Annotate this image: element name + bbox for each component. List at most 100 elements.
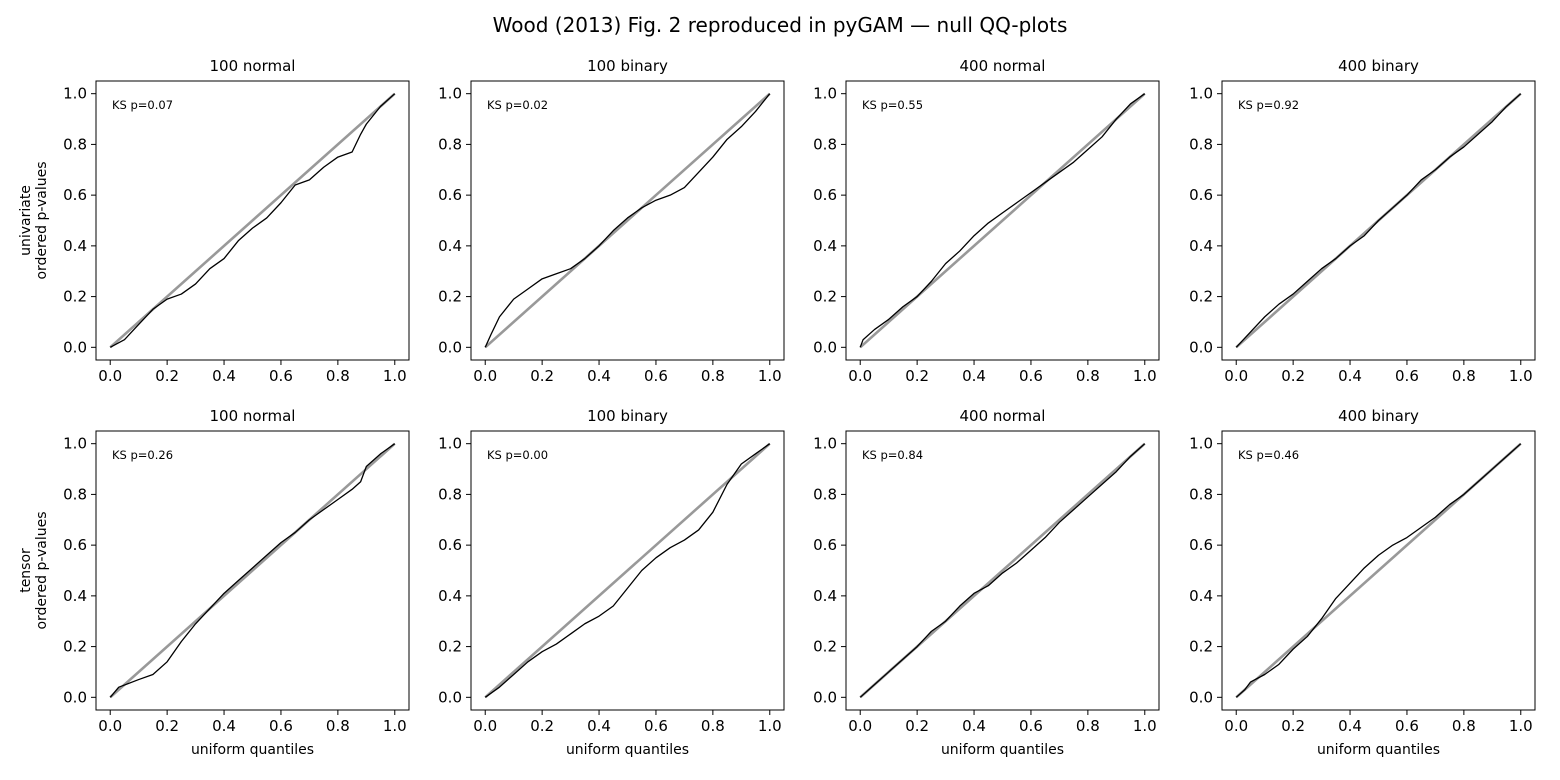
y-tick-label: 1.0 <box>438 85 462 103</box>
x-tick-label: 0.4 <box>962 717 986 735</box>
y-tick-label: 0.4 <box>63 587 87 605</box>
x-tick-label: 0.0 <box>848 367 872 385</box>
panel-title: 100 normal <box>210 57 296 75</box>
x-tick-label: 0.0 <box>98 717 122 735</box>
x-tick-label: 0.2 <box>905 717 929 735</box>
x-tick-label: 0.4 <box>962 367 986 385</box>
y-tick-label: 0.6 <box>63 186 87 204</box>
x-tick-label: 1.0 <box>1509 367 1533 385</box>
reference-line <box>109 442 396 699</box>
y-tick-label: 0.2 <box>63 288 87 306</box>
row-label-0: univariate <box>18 185 34 256</box>
panel-title: 100 binary <box>587 407 668 425</box>
y-tick-label: 0.4 <box>1189 587 1213 605</box>
y-tick-label: 0.0 <box>813 688 837 706</box>
panel-r1-c0: 0.0 0.2 0.4 0.6 0.8 1.0 0.0 0.2 0.4 0.6 0.8 1.0 100 … <box>63 407 410 758</box>
empirical-qq-line <box>109 443 396 698</box>
x-tick-label: 0.4 <box>1338 717 1362 735</box>
y-tick-label: 0.0 <box>63 338 87 356</box>
x-tick-label: 0.6 <box>269 367 293 385</box>
y-tick-label: 0.4 <box>63 237 87 255</box>
x-tick-label: 0.8 <box>1076 717 1100 735</box>
y-tick-label: 0.6 <box>63 536 87 554</box>
x-tick-label: 1.0 <box>758 717 782 735</box>
panel-r0-c2: 0.0 0.2 0.4 0.6 0.8 1.0 0.0 0.2 0.4 0.6 0.8 1.0 400 … <box>813 57 1160 385</box>
x-tick-label: 0.2 <box>155 717 179 735</box>
x-tick-label: 0.0 <box>98 367 122 385</box>
x-tick-label: 0.6 <box>1395 717 1419 735</box>
x-tick-label: 0.4 <box>212 367 236 385</box>
panel-title: 400 binary <box>1338 57 1419 75</box>
y-tick-label: 0.2 <box>813 638 837 656</box>
ks-annotation: KS p=0.92 <box>1238 98 1299 112</box>
y-tick-label: 0.4 <box>438 237 462 255</box>
empirical-qq-line <box>109 93 396 348</box>
x-tick-label: 0.2 <box>530 367 554 385</box>
y-tick-label: 1.0 <box>63 85 87 103</box>
panel-title: 400 normal <box>960 57 1046 75</box>
y-tick-label: 0.8 <box>813 135 837 153</box>
x-axis-label: uniform quantiles <box>191 742 314 758</box>
y-tick-label: 0.4 <box>1189 237 1213 255</box>
x-tick-label: 0.0 <box>473 717 497 735</box>
y-tick-label: 1.0 <box>813 85 837 103</box>
ks-annotation: KS p=0.02 <box>487 98 548 112</box>
y-tick-label: 1.0 <box>813 435 837 453</box>
y-tick-label: 0.0 <box>438 338 462 356</box>
y-tick-label: 0.6 <box>438 536 462 554</box>
axes-frame <box>470 430 785 711</box>
panel-r0-c3: 0.0 0.2 0.4 0.6 0.8 1.0 0.0 0.2 0.4 0.6 0.8 1.0 400 … <box>1189 57 1536 385</box>
y-tick-label: 0.2 <box>438 638 462 656</box>
axes-frame <box>95 430 410 711</box>
x-axis-label: uniform quantiles <box>941 742 1064 758</box>
panel-title: 400 binary <box>1338 407 1419 425</box>
y-tick-label: 0.0 <box>1189 688 1213 706</box>
y-tick-label: 0.2 <box>63 638 87 656</box>
y-tick-label: 0.0 <box>63 688 87 706</box>
x-tick-label: 0.0 <box>1224 717 1248 735</box>
axes-frame <box>1221 80 1536 361</box>
reference-line <box>109 92 396 349</box>
y-tick-label: 0.0 <box>813 338 837 356</box>
ks-annotation: KS p=0.46 <box>1238 448 1299 462</box>
y-tick-label: 0.8 <box>63 485 87 503</box>
y-tick-label: 0.2 <box>1189 638 1213 656</box>
x-tick-label: 0.8 <box>1076 367 1100 385</box>
axes-frame <box>470 80 785 361</box>
row-label-1: tensor <box>18 548 34 593</box>
ks-annotation: KS p=0.55 <box>862 98 923 112</box>
y-tick-label: 1.0 <box>63 435 87 453</box>
x-tick-label: 0.6 <box>644 717 668 735</box>
x-tick-label: 0.2 <box>1281 367 1305 385</box>
y-tick-label: 0.8 <box>438 135 462 153</box>
y-tick-label: 0.6 <box>1189 186 1213 204</box>
panel-r1-c2: 0.0 0.2 0.4 0.6 0.8 1.0 0.0 0.2 0.4 0.6 0.8 1.0 400 … <box>813 407 1160 758</box>
panel-r0-c0: 0.0 0.2 0.4 0.6 0.8 1.0 0.0 0.2 0.4 0.6 0.8 1.0 100 … <box>63 57 410 385</box>
ylabel-row-0: ordered p-values <box>34 161 50 279</box>
axes-frame <box>95 80 410 361</box>
empirical-qq-line <box>1235 443 1522 698</box>
reference-line <box>859 92 1146 349</box>
x-tick-label: 0.8 <box>701 717 725 735</box>
y-tick-label: 0.8 <box>1189 135 1213 153</box>
x-tick-label: 1.0 <box>383 717 407 735</box>
x-tick-label: 0.6 <box>269 717 293 735</box>
axes-frame <box>1221 430 1536 711</box>
x-tick-label: 0.4 <box>1338 367 1362 385</box>
x-tick-label: 0.6 <box>644 367 668 385</box>
y-tick-label: 0.2 <box>438 288 462 306</box>
y-tick-label: 0.8 <box>63 135 87 153</box>
x-tick-label: 0.4 <box>212 717 236 735</box>
x-tick-label: 0.0 <box>473 367 497 385</box>
ks-annotation: KS p=0.26 <box>112 448 173 462</box>
axes-frame <box>845 80 1160 361</box>
y-tick-label: 0.6 <box>813 186 837 204</box>
ylabel-row-1: ordered p-values <box>34 511 50 629</box>
empirical-qq-line <box>484 443 771 698</box>
y-tick-label: 1.0 <box>438 435 462 453</box>
y-tick-label: 0.8 <box>438 485 462 503</box>
empirical-qq-line <box>1235 93 1522 348</box>
x-tick-label: 0.2 <box>530 717 554 735</box>
